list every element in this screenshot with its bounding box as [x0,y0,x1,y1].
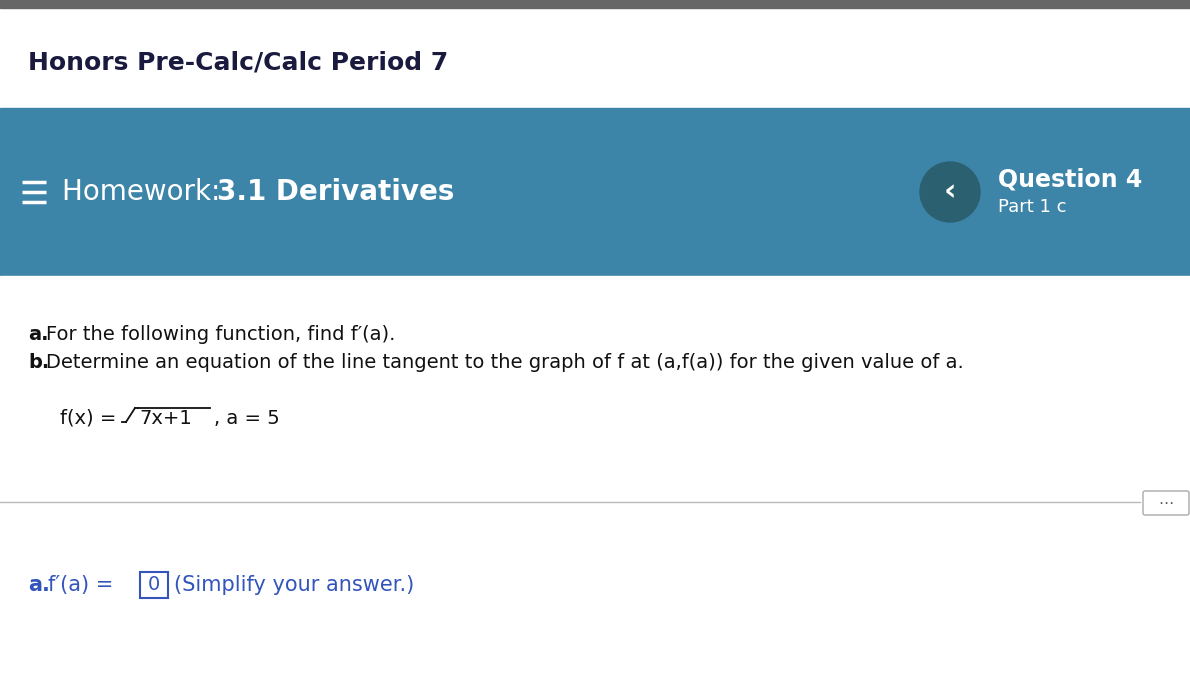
Circle shape [920,162,981,222]
Bar [0,0,1190,8]
Text: Question 4: Question 4 [998,168,1142,192]
Text: Part 1 c: Part 1 c [998,198,1066,216]
Text: ‹: ‹ [944,178,957,207]
Text: 3.1 Derivatives: 3.1 Derivatives [217,178,455,206]
Text: ⋯: ⋯ [1158,495,1173,511]
Text: Honors Pre-Calc/Calc Period 7: Honors Pre-Calc/Calc Period 7 [29,50,449,74]
FancyBboxPatch shape [1144,491,1189,515]
Text: Determine an equation of the line tangent to the graph of f at (a,f(a)) for the : Determine an equation of the line tangen… [46,353,964,371]
Text: , a = 5: , a = 5 [214,409,280,427]
Text: f′(a) =: f′(a) = [48,575,120,595]
Text: 7x+1: 7x+1 [139,409,192,427]
Text: b.: b. [29,353,49,371]
Text: 0: 0 [148,575,161,595]
Text: For the following function, find f′(a).: For the following function, find f′(a). [46,325,395,344]
Text: a.: a. [29,575,50,595]
Bar [0,8,1190,116]
Bar [0,276,1190,689]
Text: a.: a. [29,325,49,344]
Bar [0,108,1190,276]
Text: f(x) =: f(x) = [60,409,123,427]
Bar [140,572,168,598]
Text: Homework:: Homework: [62,178,238,206]
Text: (Simplify your answer.): (Simplify your answer.) [174,575,414,595]
